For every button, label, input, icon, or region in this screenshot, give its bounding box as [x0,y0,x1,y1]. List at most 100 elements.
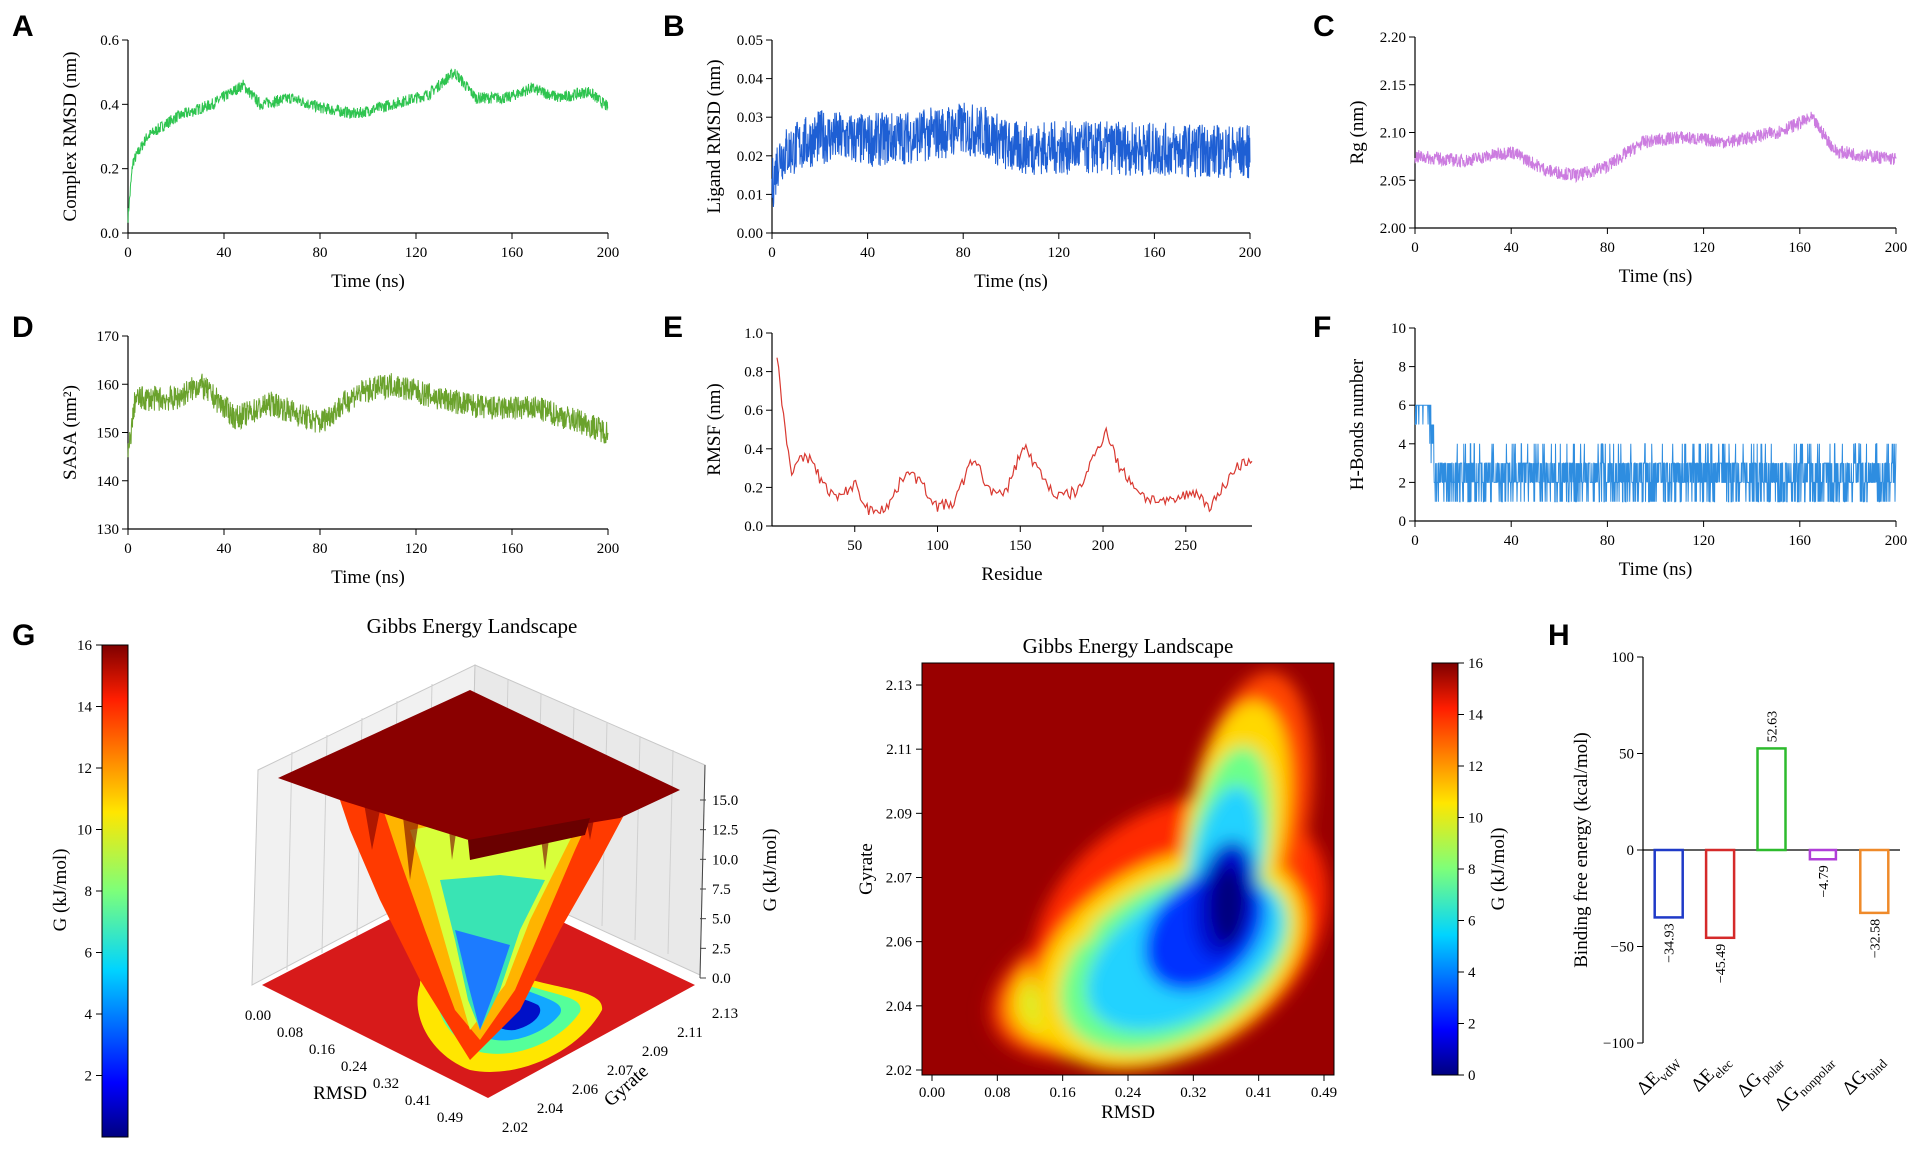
y-tick-label: 0.02 [737,149,763,165]
x-tick-label: 120 [405,245,428,261]
y-tick-label: 0.01 [737,187,763,203]
bar-value-label: 52.63 [1766,711,1781,743]
y-tick-label: 2.05 [1380,173,1406,189]
chart-e: 50 100 150 200 250 0.0 0.2 0.4 0.6 0.8 1.0 Residue R… [704,326,1253,585]
y-tick-label: 0.4 [744,442,763,458]
heatmap-y-tick-label: 2.07 [886,871,913,887]
y-axis-label: SASA (nm²) [60,385,81,480]
series-line [127,68,609,223]
gibbs-3d-colorbar [101,644,129,1138]
binding-energy-chart: 100 50 0 −50 −100 Binding free energy (kcal/m… [1571,650,1900,1116]
heatmap-colorbar-tick-label: 0 [1468,1068,1476,1084]
gyrate-tick-label: 2.02 [502,1120,528,1136]
heatmap-colorbar-tick-label: 12 [1468,759,1483,775]
gibbs-3d-colorbar-label: G (kJ/mol) [50,849,71,932]
y-tick-label: 0.00 [737,226,763,242]
heatmap-x-tick-label: 0.24 [1115,1085,1142,1101]
rmsd-axis-label: RMSD [313,1083,367,1104]
x-tick-label: 120 [405,541,428,557]
z-ticks: 0.0 2.5 5.0 7.5 10.0 12.5 15.0 [700,793,738,987]
y-tick-label: 0.04 [737,72,764,88]
heatmap-colorbar-tick-label: 2 [1468,1017,1476,1033]
bar-value-label: −34.93 [1663,923,1678,962]
colorbar-tick-label: 14 [77,700,93,716]
colorbar-tick-label: 8 [85,884,93,900]
bar [1756,747,1787,852]
rmsd-tick-label: 0.41 [405,1093,431,1109]
y-tick-label: 2 [1399,475,1407,491]
z-tick-label: 10.0 [712,852,738,868]
heatmap-x-tick-label: 0.49 [1311,1085,1337,1101]
x-tick-label: 0 [1411,240,1419,256]
x-axis-label: Time (ns) [974,271,1048,292]
bar-value-label: −4.79 [1817,865,1832,897]
x-tick-label: 80 [1600,240,1615,256]
bar-category-label: ΔEelec [1687,1050,1736,1099]
panel-label-g: G [12,619,35,652]
heatmap-y-tick-label: 2.04 [886,999,913,1015]
bar-y-tick-label: 50 [1619,747,1634,763]
y-tick-label: 0.0 [100,226,119,242]
heatmap-colorbar-tick-label: 8 [1468,862,1476,878]
x-tick-label: 100 [926,538,949,554]
panel-label-b: B [663,10,685,43]
panel-label-h: H [1548,619,1570,652]
funnel-blue [455,930,510,1030]
chart-f: 0 40 80 120 160 200 0 2 4 6 8 10 Time (ns) H-Bonds nu… [1347,321,1907,580]
heatmap-x-tick-label: 0.32 [1180,1085,1206,1101]
bar [1808,848,1838,861]
y-tick-label: 140 [97,474,120,490]
panel-label-d: D [12,311,34,344]
colorbar-tick-label: 16 [77,638,93,654]
series-line [776,357,1253,516]
heatmap-x-label: RMSD [1101,1102,1155,1123]
chart-d: 0 40 80 120 160 200 130 140 150 160 170 Time (ns) SA… [60,329,619,588]
gyrate-tick-label: 2.07 [607,1063,634,1079]
series-line [1414,111,1897,184]
chart-c: 0 40 80 120 160 200 2.00 2.05 2.10 2.15 2.20 Time (… [1347,30,1907,287]
gibbs-3d-title: Gibbs Energy Landscape [367,614,578,638]
x-tick-label: 160 [1789,533,1812,549]
heatmap-x-ticks: 0.00 0.08 0.16 0.24 0.32 0.41 0.49 [919,1075,1337,1101]
x-tick-label: 200 [597,245,620,261]
heatmap-y-tick-label: 2.09 [886,806,912,822]
y-tick-label: 0.0 [744,519,763,535]
x-tick-label: 120 [1692,533,1715,549]
heatmap-colorbar-tick-label: 6 [1468,914,1476,930]
heatmap-colorbar-tick-label: 4 [1468,965,1476,981]
y-tick-label: 2.15 [1380,78,1406,94]
colorbar-tick-label: 10 [77,823,92,839]
heatmap-colorbar [1431,662,1459,1076]
plateau [278,690,680,842]
x-tick-label: 0 [1411,533,1419,549]
series-line [1414,404,1897,503]
series-line [127,373,609,458]
y-tick-label: 170 [97,329,120,345]
gyrate-tick-label: 2.04 [537,1101,564,1117]
x-axis-label: Time (ns) [1619,559,1693,580]
x-tick-label: 0 [124,245,132,261]
x-tick-label: 80 [1600,533,1615,549]
heatmap-y-ticks: 2.02 2.04 2.06 2.07 2.09 2.11 2.13 [886,678,922,1079]
heatmap-colorbar-tick-label: 16 [1468,656,1484,672]
x-tick-label: 160 [501,245,524,261]
gyrate-ticks: 2.02 2.04 2.06 2.07 2.09 2.11 2.13 [502,1006,738,1136]
y-tick-label: 4 [1399,437,1407,453]
z-axis-label: G (kJ/mol) [760,829,781,912]
y-tick-label: 1.0 [744,326,763,342]
heatmap-colorbar-label: G (kJ/mol) [1488,828,1509,911]
x-axis-label: Time (ns) [1619,266,1693,287]
y-tick-label: 0.6 [744,403,763,419]
x-tick-label: 80 [313,541,328,557]
rmsd-tick-label: 0.08 [277,1025,303,1041]
colorbar-tick-label: 6 [85,946,93,962]
y-axis-label: RMSF (nm) [704,383,725,475]
series-line [771,102,1251,208]
gibbs-2d-title: Gibbs Energy Landscape [1023,634,1234,658]
gyrate-tick-label: 2.11 [677,1025,703,1041]
x-tick-label: 200 [1885,240,1908,256]
y-tick-label: 0.6 [100,33,119,49]
x-axis-label: Time (ns) [331,567,405,588]
heatmap-colorbar-tick-label: 10 [1468,811,1483,827]
y-tick-label: 0 [1399,514,1407,530]
